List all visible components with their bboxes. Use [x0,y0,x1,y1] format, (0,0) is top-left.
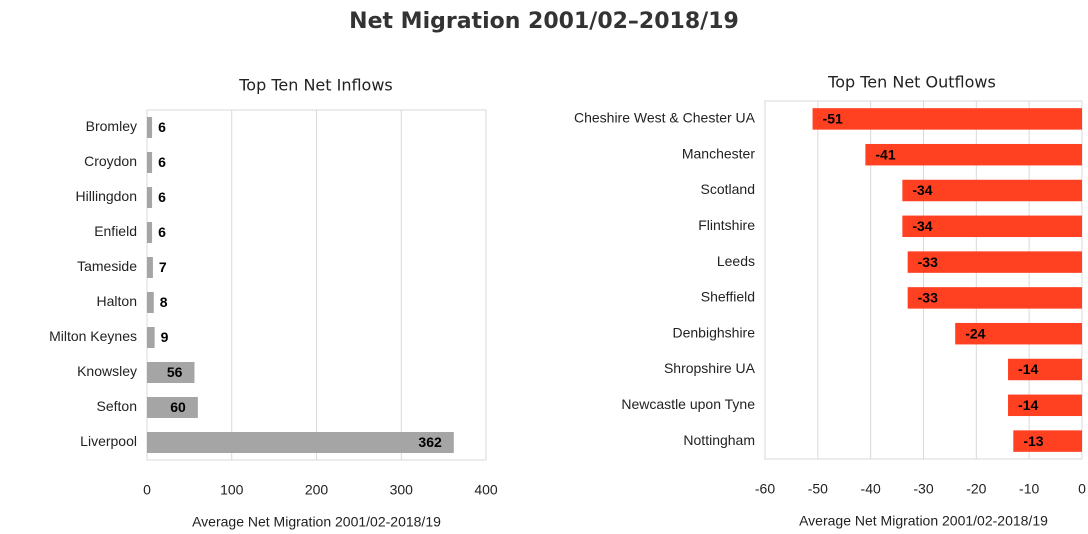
value-label: 60 [170,399,186,415]
value-label: 362 [418,434,442,450]
value-label: -14 [1018,361,1038,377]
bar [902,215,1082,238]
x-tick-label: -50 [808,481,828,497]
value-label: -34 [912,182,932,198]
y-tick-label: Milton Keynes [49,328,137,344]
page-title: Net Migration 2001/02–2018/19 [349,9,739,34]
y-tick-label: Manchester [682,145,755,161]
y-tick-label: Leeds [717,253,755,269]
plot-frame [146,109,487,461]
bar [1008,394,1082,417]
y-tick-label: Halton [97,293,137,309]
x-tick-label: 0 [1078,481,1086,497]
y-tick-label: Shropshire UA [664,360,756,376]
plot-frame [764,100,1083,460]
y-tick-label: Croydon [84,153,137,169]
value-label: 6 [158,154,166,170]
value-label: 6 [158,224,166,240]
value-label: 9 [161,329,169,345]
bar [147,257,153,278]
value-label: -51 [823,111,843,127]
value-label: -24 [965,325,985,341]
value-label: 8 [160,294,168,310]
y-tick-label: Bromley [86,118,137,134]
bar [147,362,195,383]
chart-subtitle: Top Ten Net Inflows [238,76,393,95]
x-tick-label: 400 [474,482,498,498]
y-tick-label: Knowsley [77,363,137,379]
x-axis-label: Average Net Migration 2001/02-2018/19 [192,514,441,530]
x-tick-label: -60 [755,481,775,497]
y-tick-label: Nottingham [683,432,755,448]
value-label: 6 [158,119,166,135]
x-tick-label: 200 [305,482,329,498]
chart-subtitle: Top Ten Net Outflows [827,73,996,92]
bar [147,152,153,173]
bar [907,251,1082,273]
bar [147,117,153,138]
x-axis-label: Average Net Migration 2001/02-2018/19 [799,513,1048,529]
bar [1013,430,1082,452]
y-tick-label: Hillingdon [76,188,137,204]
bar [902,179,1082,202]
y-tick-label: Flintshire [698,217,755,233]
y-tick-label: Denbighshire [673,324,756,340]
value-label: -34 [912,218,932,234]
x-tick-label: -20 [966,481,986,497]
bar [955,322,1082,345]
bar [812,108,1082,130]
value-label: -14 [1018,397,1038,413]
x-tick-label: -40 [861,481,881,497]
x-tick-label: -30 [913,481,933,497]
value-label: 56 [167,364,183,380]
bar [147,397,198,418]
bar [147,432,454,453]
value-label: -33 [918,254,938,270]
y-tick-label: Liverpool [80,433,137,449]
bar [147,187,153,208]
y-tick-label: Cheshire West & Chester UA [574,110,756,126]
y-tick-label: Enfield [94,223,137,239]
x-tick-label: 0 [143,482,151,498]
bar [1008,358,1082,381]
value-label: 7 [159,259,167,275]
bar [907,287,1082,309]
bar [147,292,154,313]
x-tick-label: 300 [390,482,414,498]
value-label: -33 [918,290,938,306]
bar [865,143,1082,166]
y-tick-label: Scotland [701,181,755,197]
y-tick-label: Newcastle upon Tyne [621,396,755,412]
y-tick-label: Sheffield [701,289,755,305]
y-tick-label: Tameside [77,258,137,274]
x-tick-label: 100 [220,482,244,498]
value-label: 6 [158,189,166,205]
bar [147,327,155,348]
bar [147,222,153,243]
y-tick-label: Sefton [97,398,137,414]
value-label: -13 [1023,433,1043,449]
value-label: -41 [875,146,895,162]
x-tick-label: -10 [1019,481,1039,497]
